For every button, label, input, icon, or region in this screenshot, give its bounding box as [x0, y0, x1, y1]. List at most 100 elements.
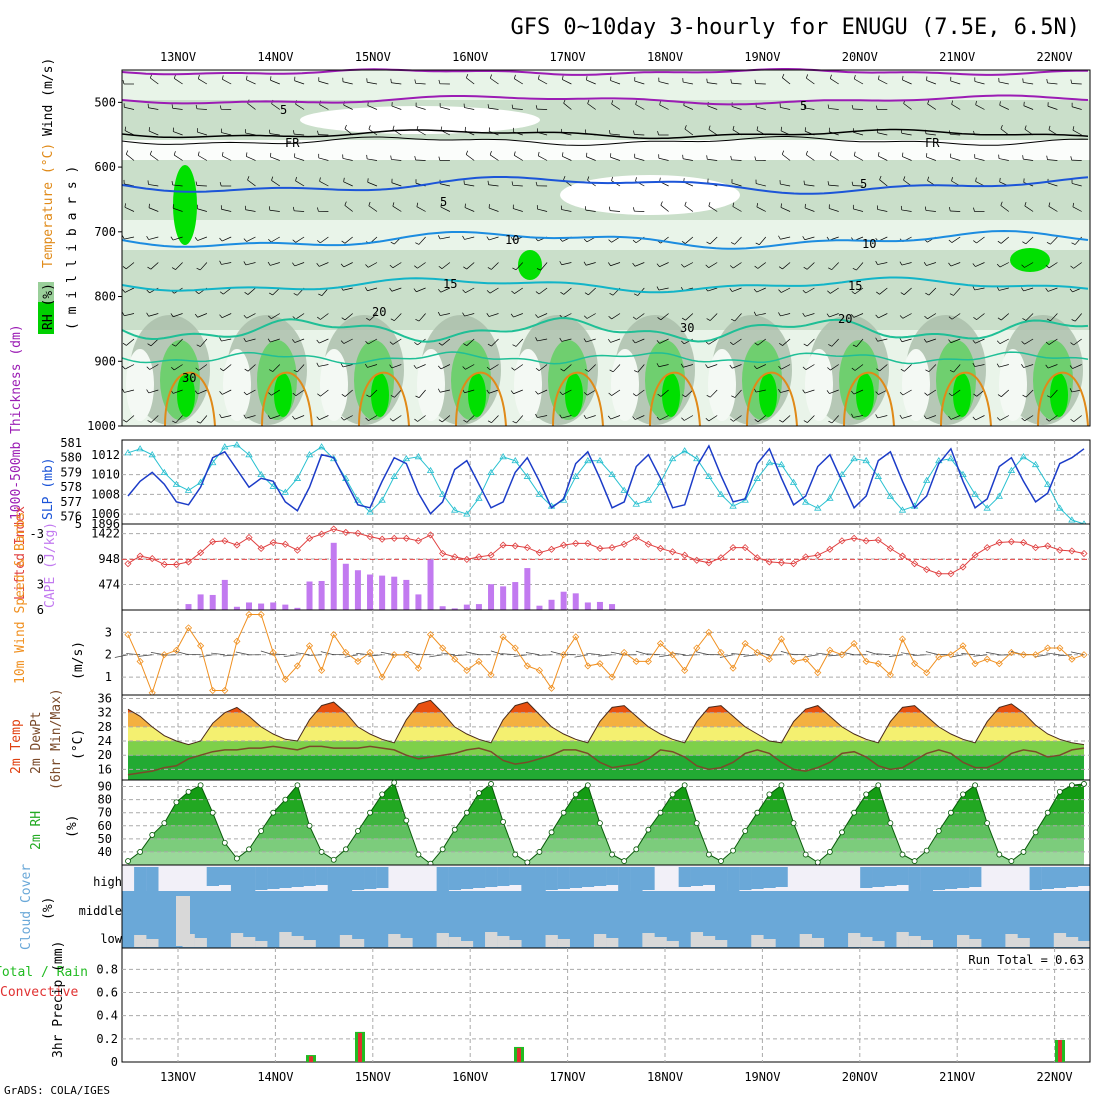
- wind-barb: [634, 157, 645, 161]
- wind-barb: [685, 389, 694, 398]
- cloud-low: [690, 932, 704, 947]
- wind-barb: [392, 338, 402, 345]
- wind-barb: [733, 338, 742, 346]
- wind-barb-flag: [340, 363, 344, 368]
- wind-barb: [731, 82, 742, 85]
- wind-barb: [732, 206, 742, 212]
- thickness-tick: 580: [60, 451, 82, 465]
- wind-barb: [999, 415, 1009, 421]
- cloud-low: [956, 935, 970, 947]
- wind-barb: [733, 262, 742, 269]
- wind10m-barb: [283, 654, 298, 658]
- wind-barb: [904, 364, 912, 372]
- wind-barb: [804, 389, 815, 394]
- wind10m-line-point: [1044, 644, 1052, 652]
- wind-barb: [488, 236, 499, 241]
- lifted-index-line-point: [790, 560, 798, 568]
- rh2m-line-point: [972, 782, 978, 789]
- wind-barb-flag: [122, 342, 127, 346]
- slp-line-point: [947, 454, 955, 462]
- wind-barb: [684, 205, 694, 212]
- slp-line-point: [233, 441, 241, 448]
- wind-barb-flag: [779, 343, 783, 346]
- minmax-label: (6hr Min/Max): [49, 688, 64, 790]
- date-label-top: 15NOV: [355, 50, 391, 64]
- wind-barb-flag: [635, 100, 637, 105]
- wind-barb-flag: [293, 130, 295, 135]
- wind-barb: [513, 208, 523, 212]
- wind-barb: [344, 205, 353, 212]
- wind-barb: [440, 206, 451, 212]
- wind-barb-flag: [489, 74, 492, 79]
- wind10m-line-point: [439, 644, 447, 652]
- wind-barb-flag: [706, 394, 711, 398]
- wind-barb: [1024, 415, 1034, 422]
- cape-bar: [391, 576, 398, 610]
- contour-30: [261, 371, 313, 427]
- wind-barb: [539, 364, 548, 371]
- wind-barb: [806, 154, 815, 161]
- wind-barb: [927, 103, 937, 110]
- wind-barb-flag: [1071, 242, 1076, 245]
- cloud-high: [134, 867, 147, 892]
- wind-barb: [418, 236, 426, 245]
- wind-barb-flag: [559, 261, 562, 265]
- wind-barb-flag: [802, 236, 806, 240]
- wind-barb-flag: [681, 317, 686, 321]
- wind-barb-flag: [487, 180, 489, 185]
- wind-barb: [1072, 129, 1082, 136]
- wind-barb: [804, 107, 815, 110]
- wind-barb-flag: [608, 392, 612, 396]
- wind-barb: [391, 105, 402, 110]
- wind-barb: [417, 262, 426, 269]
- wind-barb-flag: [195, 181, 198, 186]
- wind-barb-flag: [487, 104, 489, 109]
- wind-barb-flag: [195, 290, 199, 295]
- wind-barb: [926, 338, 937, 343]
- slp-line-point: [995, 492, 1003, 499]
- wind-barb-flag: [705, 418, 710, 422]
- wind-barb: [418, 313, 426, 322]
- wind-barb: [294, 338, 305, 343]
- slp-line-point: [983, 504, 991, 511]
- wind10m-line-point: [547, 684, 556, 692]
- wind-barb: [515, 338, 524, 347]
- wind-barb-flag: [122, 80, 125, 85]
- wind-barb: [1025, 236, 1034, 245]
- wind-barb: [1047, 364, 1058, 369]
- rh2m-line-point: [802, 851, 809, 858]
- date-label-top: 14NOV: [257, 50, 293, 64]
- wind-barb-flag: [1048, 125, 1051, 130]
- wind-barb-flag: [659, 100, 661, 106]
- wind-barb: [221, 208, 232, 212]
- wind-barb: [200, 415, 208, 424]
- precip-tick: 0.6: [96, 986, 118, 1000]
- wind-barb-flag: [1022, 155, 1024, 160]
- wind-barb: [611, 389, 621, 396]
- cloud-high: [545, 867, 558, 890]
- rh-blob-dry: [417, 349, 445, 421]
- wind-barb: [247, 287, 256, 295]
- contour-5: [121, 176, 1089, 195]
- wind10m-barb: [235, 651, 250, 656]
- lifted-index-line-point: [330, 525, 338, 533]
- wind-barb-flag: [975, 100, 977, 105]
- contour-30: [649, 371, 701, 427]
- lifted-index-line-point: [547, 545, 556, 553]
- wind-barb: [998, 158, 1009, 161]
- wind10m-barb: [162, 654, 177, 656]
- wind-barb-flag: [389, 364, 393, 369]
- wind-barb-flag: [219, 260, 222, 265]
- slp-line-point: [1007, 466, 1016, 474]
- date-label-top: 21NOV: [939, 50, 975, 64]
- wind-barb-flag: [875, 391, 879, 395]
- wind10m-barb: [199, 654, 213, 658]
- wind-barb: [391, 182, 402, 187]
- cloud-high: [1078, 867, 1091, 886]
- wind-barb-flag: [753, 365, 758, 369]
- lifted-index-line-point: [1068, 547, 1076, 555]
- rh2m-line-point: [415, 851, 422, 858]
- cloud-low: [400, 938, 413, 947]
- lifted-index-label: Lifted Index: [13, 506, 28, 600]
- wind-barb-flag: [512, 421, 517, 424]
